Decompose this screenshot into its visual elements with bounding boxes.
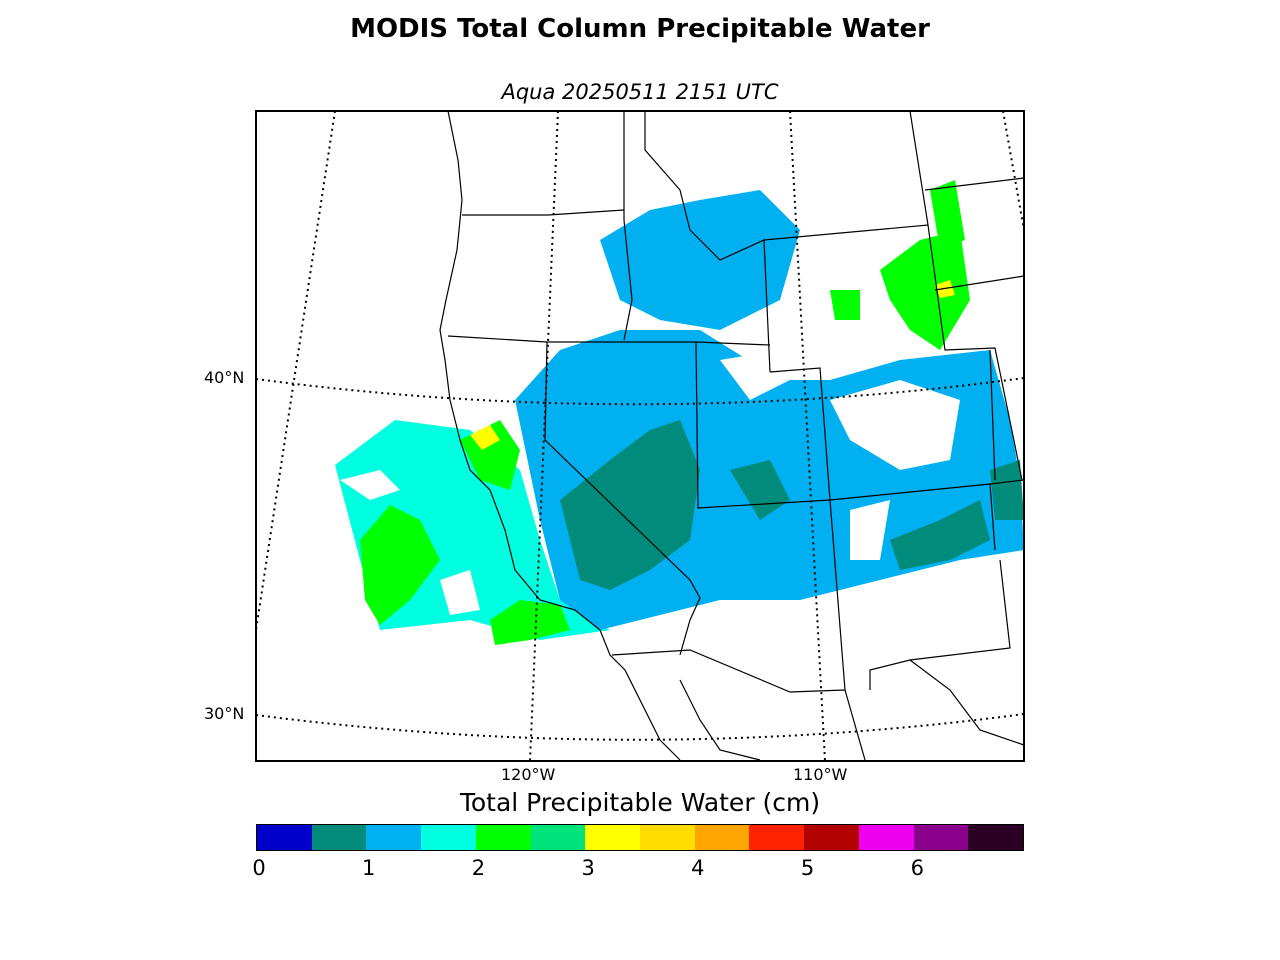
colorbar-segment [257, 825, 312, 850]
lat-label-40n: 40°N [204, 368, 245, 387]
colorbar-tick-label: 2 [471, 856, 486, 880]
colorbar-segment [640, 825, 695, 850]
colorbar-segment [530, 825, 586, 850]
colorbar-segment [421, 825, 476, 850]
colorbar-segment [475, 825, 531, 850]
map-frame [255, 110, 1025, 762]
colorbar-segment [585, 825, 641, 850]
colorbar-segment [311, 825, 367, 850]
colorbar-tick-label: 5 [800, 856, 815, 880]
lon-label-110w: 110°W [793, 765, 848, 784]
colorbar [256, 824, 1024, 851]
lon-label-120w: 120°W [501, 765, 556, 784]
colorbar-segment [913, 825, 969, 850]
colorbar-tick-label: 3 [581, 856, 595, 880]
colorbar-tick-label: 4 [691, 856, 705, 880]
colorbar-label: Total Precipitable Water (cm) [459, 788, 821, 817]
colorbar-segment [749, 825, 805, 850]
chart-subtitle: Aqua 20250511 2151 UTC [501, 80, 779, 104]
colorbar-tick-label: 6 [910, 856, 924, 880]
colorbar-segment [968, 825, 1024, 850]
pw-field-white-holes [340, 350, 960, 615]
graticule [256, 111, 1024, 761]
pw-field-teal [560, 420, 1024, 590]
colorbar-segment [694, 825, 750, 850]
colorbar-segment [858, 825, 914, 850]
colorbar-tick-label: 1 [362, 856, 376, 880]
lat-label-30n: 30°N [204, 704, 245, 723]
colorbar-segment [804, 825, 859, 850]
boundaries [439, 111, 1024, 761]
colorbar-tick-label: 0 [252, 856, 266, 880]
colorbar-segment [366, 825, 422, 850]
chart-title: MODIS Total Column Precipitable Water [350, 14, 930, 44]
